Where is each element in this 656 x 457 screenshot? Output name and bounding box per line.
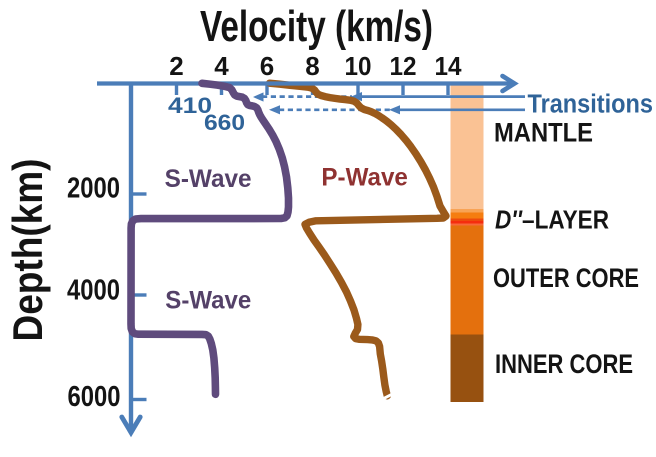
svg-text:6: 6: [260, 51, 274, 81]
svg-text:D''–LAYER: D''–LAYER: [495, 204, 609, 234]
svg-text:12: 12: [390, 51, 417, 81]
svg-text:Depth(km): Depth(km): [4, 159, 51, 342]
svg-text:14: 14: [435, 51, 463, 81]
svg-text:Transitions: Transitions: [528, 91, 654, 119]
svg-text:2000: 2000: [67, 173, 120, 205]
svg-text:4: 4: [214, 51, 229, 81]
svg-text:INNER CORE: INNER CORE: [495, 349, 633, 379]
svg-text:2: 2: [169, 51, 183, 81]
svg-text:4000: 4000: [67, 275, 120, 307]
svg-text:410: 410: [168, 93, 212, 118]
svg-text:6000: 6000: [68, 381, 121, 413]
svg-text:660: 660: [204, 110, 245, 135]
svg-text:OUTER CORE: OUTER CORE: [493, 263, 639, 293]
svg-text:10: 10: [345, 51, 372, 81]
svg-text:P-Wave: P-Wave: [321, 164, 408, 192]
svg-text:S-Wave: S-Wave: [165, 287, 251, 315]
svg-text:MANTLE: MANTLE: [494, 118, 593, 148]
svg-text:S-Wave: S-Wave: [165, 165, 252, 193]
svg-text:Velocity (km/s): Velocity (km/s): [200, 2, 433, 51]
svg-text:8: 8: [305, 51, 319, 81]
